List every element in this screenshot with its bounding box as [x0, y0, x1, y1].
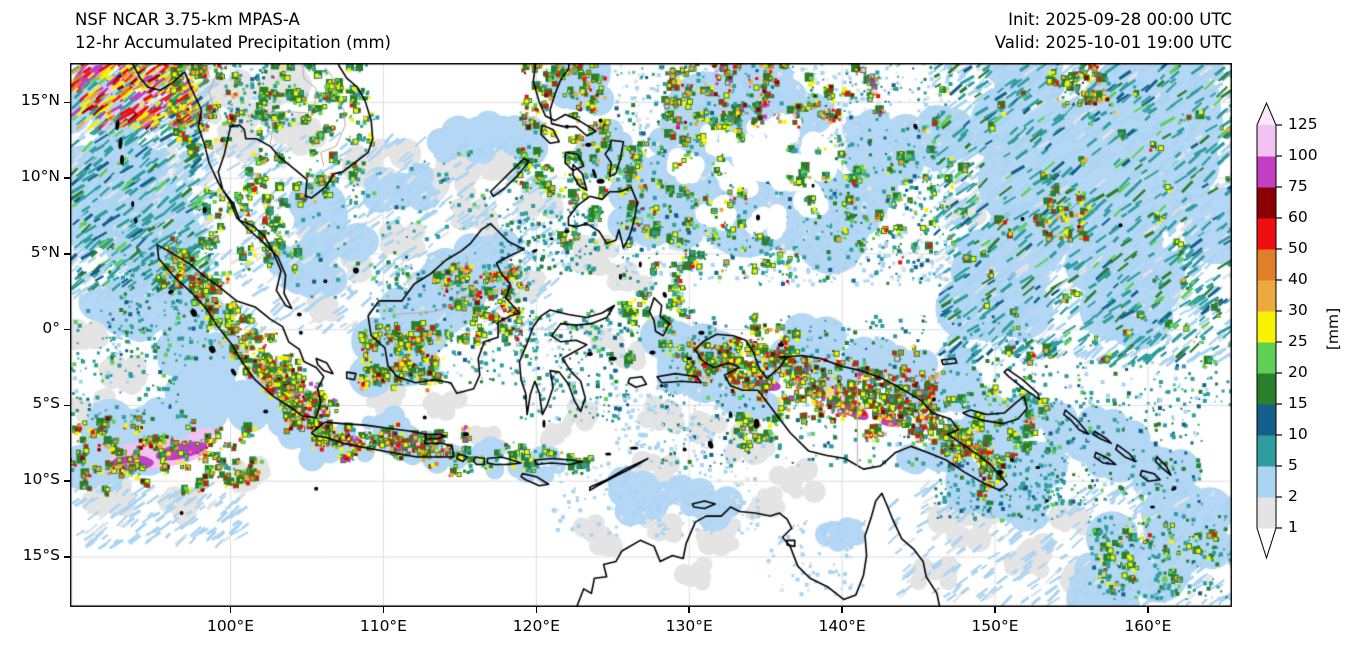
x-tick-label: 130°E — [665, 617, 713, 635]
colorbar-tick-label: 15 — [1288, 394, 1308, 412]
x-tick-label: 150°E — [971, 617, 1019, 635]
x-tick — [229, 607, 232, 613]
colorbar-tick-label: 2 — [1288, 487, 1298, 505]
y-tick-label: 0° — [42, 318, 60, 337]
y-tick — [64, 101, 70, 104]
colorbar-tick-label: 125 — [1288, 115, 1318, 133]
colorbar-tick-label: 60 — [1288, 208, 1308, 226]
y-tick — [64, 404, 70, 407]
colorbar — [1256, 101, 1282, 560]
y-tick-label: 15°N — [20, 91, 60, 110]
colorbar-segment — [1257, 249, 1276, 281]
valid-time: Valid: 2025-10-01 19:00 UTC — [994, 33, 1232, 52]
colorbar-segment — [1257, 497, 1276, 529]
init-time: Init: 2025-09-28 00:00 UTC — [1008, 10, 1232, 29]
colorbar-segment — [1257, 218, 1276, 250]
colorbar-tick-label: 10 — [1288, 425, 1308, 443]
x-tick — [535, 607, 538, 613]
colorbar-tick-label: 50 — [1288, 239, 1308, 257]
run-info: Init: 2025-09-28 00:00 UTC Valid: 2025-1… — [995, 8, 1232, 54]
colorbar-unit-label: [mm] — [1324, 307, 1342, 351]
y-tick — [64, 556, 70, 558]
colorbar-tick-label: 75 — [1288, 177, 1308, 195]
colorbar-tick-label: 100 — [1288, 146, 1318, 164]
x-tick — [1147, 607, 1149, 613]
y-tick — [64, 177, 70, 179]
x-tick — [688, 607, 690, 613]
colorbar-tick-label: 30 — [1288, 301, 1308, 319]
x-tick — [382, 607, 385, 613]
x-tick-label: 160°E — [1124, 617, 1172, 635]
colorbar-tick-label: 40 — [1288, 270, 1308, 288]
x-tick-label: 120°E — [512, 617, 560, 635]
y-tick — [64, 480, 70, 482]
colorbar-tick-label: 1 — [1288, 518, 1298, 536]
x-tick-label: 140°E — [818, 617, 866, 635]
colorbar-segment — [1257, 125, 1276, 157]
colorbar-segment — [1257, 435, 1276, 467]
colorbar-segment — [1257, 342, 1276, 374]
colorbar-segment — [1257, 156, 1276, 188]
y-tick-label: 5°N — [30, 242, 60, 261]
colorbar-segment — [1257, 280, 1276, 312]
colorbar-segment — [1257, 187, 1276, 219]
y-tick-label: 10°N — [20, 167, 60, 186]
colorbar-segment — [1257, 311, 1276, 343]
title-line-2: 12-hr Accumulated Precipitation (mm) — [75, 33, 391, 52]
x-tick — [841, 607, 843, 613]
x-tick — [994, 607, 996, 613]
y-tick-label: 10°S — [22, 470, 60, 489]
colorbar-segment — [1257, 466, 1276, 498]
colorbar-tick-label: 25 — [1288, 332, 1308, 350]
y-tick — [64, 328, 70, 331]
title-line-1: NSF NCAR 3.75-km MPAS-A — [75, 10, 300, 29]
plot-title: NSF NCAR 3.75-km MPAS-A 12-hr Accumulate… — [75, 8, 391, 54]
map-plot-area — [70, 63, 1232, 607]
precip-map-canvas — [70, 63, 1232, 607]
y-tick-label: 5°S — [32, 394, 60, 413]
colorbar-segment — [1257, 373, 1276, 405]
colorbar-segment — [1257, 404, 1276, 436]
colorbar-tick-label: 5 — [1288, 456, 1298, 474]
x-tick-label: 110°E — [359, 617, 407, 635]
y-tick — [64, 253, 70, 255]
y-tick-label: 15°S — [22, 545, 60, 564]
colorbar-tick-label: 20 — [1288, 363, 1308, 381]
x-tick-label: 100°E — [206, 617, 255, 635]
